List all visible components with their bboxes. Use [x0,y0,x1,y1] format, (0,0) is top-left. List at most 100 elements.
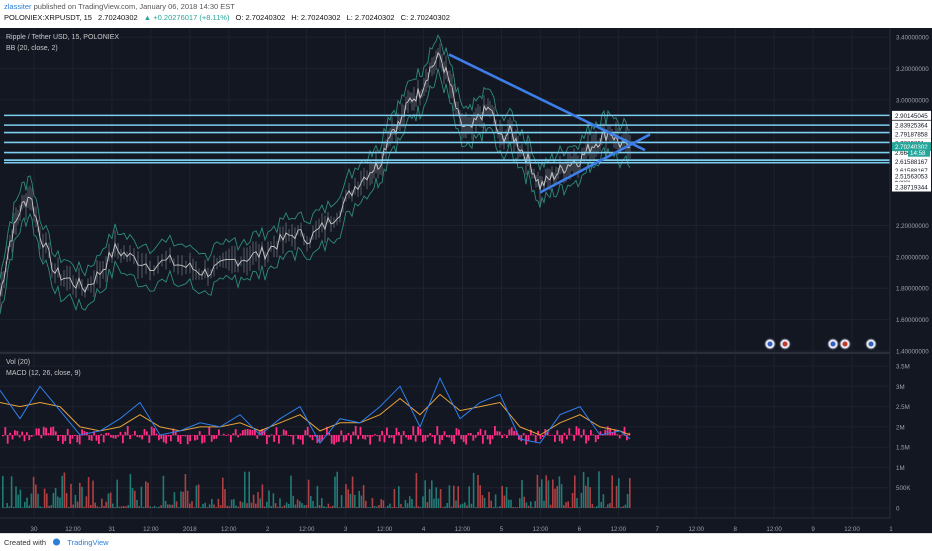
volume-bar [402,507,404,508]
histogram-bar [597,434,599,440]
histogram-bar [249,429,251,436]
histogram-bar [95,434,98,441]
volume-bar [241,502,244,508]
histogram-bar [546,431,549,436]
symbol-label: POLONIEX:XRPUSDT, 15 [4,13,92,22]
histogram-bar [88,434,91,441]
volume-bar [468,486,470,508]
price-change: ▲ +0.20276017 (+8.11%) [143,13,230,22]
volume-bar [301,503,303,508]
volume-bar [576,498,578,508]
volume-bar [442,507,444,508]
histogram-bar [62,434,64,444]
volume-bar [622,506,624,508]
histogram-bar [244,429,247,436]
histogram-bar [441,434,443,440]
volume-bar [237,506,239,508]
x-tick-label: 2 [266,526,270,533]
histogram-bar [470,433,472,436]
volume-bar [530,501,532,508]
histogram-bar [124,431,127,436]
volume-bar [59,497,61,508]
price-axis[interactable] [890,28,932,518]
signal-line [0,393,631,436]
x-tick-label: 4 [422,526,426,533]
event-icons[interactable] [764,338,877,350]
histogram-bar [474,434,477,438]
volume-bar [439,489,442,508]
histogram-bar [350,434,352,444]
histogram-bar [366,434,369,437]
histogram-bar [522,433,525,436]
histogram-bar [561,434,563,444]
histogram-bar [131,434,134,436]
volume-bar [624,504,627,508]
volume-bar [41,507,44,508]
volume-bar [48,505,50,508]
chart-svg[interactable]: Ripple / Tether USD, 15, POLONIEX BB (20… [0,28,932,538]
volume-bar [367,507,369,508]
volume-bar [266,501,268,508]
histogram-bar [410,434,412,440]
volume-bar [450,506,453,508]
volume-bar [149,506,151,508]
author-link[interactable]: zlassiter [4,2,32,11]
volume-bar [475,507,477,508]
histogram-bar [554,434,556,442]
histogram-bar [117,434,119,437]
volume-bar [250,502,253,508]
volume-bar [239,501,242,508]
histogram-bar [21,431,23,436]
volume-bar [109,492,112,508]
current-price-box [892,142,931,152]
histogram-bar [340,430,343,436]
volume-bar [24,502,26,508]
volume-bar [8,506,11,508]
volume-bar [204,502,206,508]
volume-bar [347,489,349,508]
histogram-bar [9,432,11,436]
histogram-bar [482,434,484,444]
volume-bar [35,484,37,508]
level-label: 2.600 [895,177,911,184]
histogram-bar [393,434,395,444]
histogram-bar [69,434,71,444]
volume-bar [70,483,72,508]
volume-bar [197,484,200,508]
histogram-bar [234,429,237,436]
histogram-bar [287,434,290,436]
histogram-bar [455,428,458,436]
x-tick-label: 1 [889,526,893,533]
volume-bar [94,502,96,508]
histogram-bar [592,434,595,436]
volume-bar [153,505,156,508]
volume-bar [499,506,501,508]
histogram-bar [369,434,371,445]
x-tick-label: 12:00 [611,526,627,533]
volume-bar [391,507,393,508]
histogram-bar [299,434,302,440]
histogram-bar [148,434,151,443]
volume-bar [158,506,160,508]
x-tick-label: 12:00 [766,526,782,533]
histogram-bar [462,434,465,442]
volume-bar [156,507,158,508]
volume-bar [437,498,440,508]
volume-bar [136,499,138,508]
histogram-bar [158,434,160,441]
volume-bar [510,499,512,508]
tradingview-link[interactable]: TradingView [67,538,109,547]
volume-bar [360,495,363,508]
histogram-bar [191,434,194,436]
histogram-bar [448,434,451,438]
volume-bar [112,503,114,508]
volume-bar [123,506,125,508]
chart-area[interactable]: Ripple / Tether USD, 15, POLONIEX BB (20… [0,28,932,538]
volume-bar [164,500,167,508]
histogram-bar [539,434,542,440]
volume-bar [607,504,609,508]
volume-bar [233,499,235,508]
histogram-bar [54,431,57,436]
volume-bar [413,506,415,508]
volume-bar [202,503,204,508]
